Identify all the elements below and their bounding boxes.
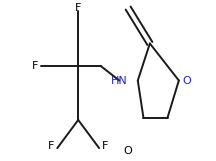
Text: O: O [124,146,132,156]
Text: F: F [75,3,81,13]
Text: O: O [182,76,191,86]
Text: F: F [32,61,38,71]
Text: F: F [48,141,54,151]
Text: F: F [102,141,109,151]
Text: HN: HN [111,76,128,86]
